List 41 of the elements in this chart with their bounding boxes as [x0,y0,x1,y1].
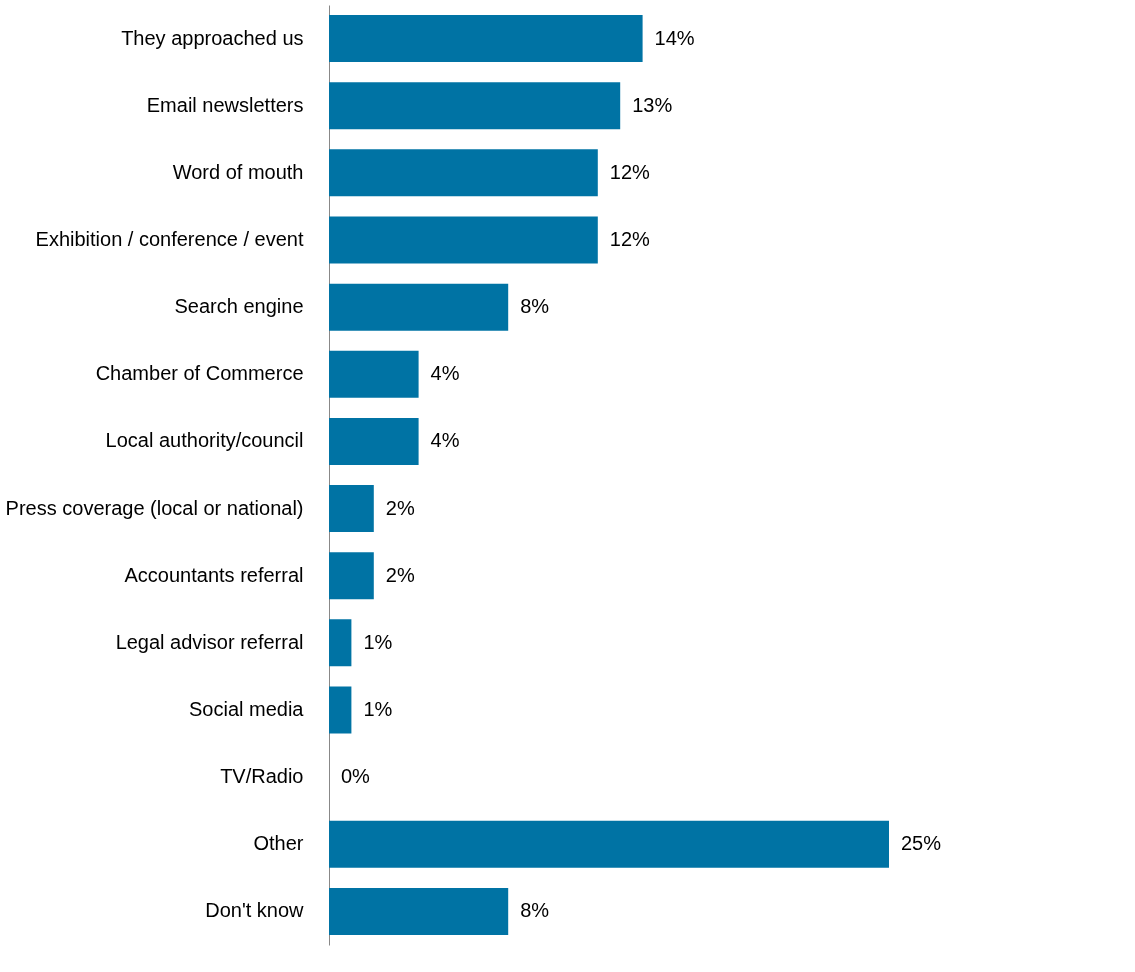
bar [329,887,509,935]
y-tick-label: Word of mouth [172,160,304,183]
data-label: 4% [430,362,460,385]
data-label: 8% [520,899,550,922]
y-tick-label: Other [253,832,304,855]
y-tick-label: Social media [188,698,305,720]
data-label: 4% [430,429,460,452]
data-label: 0% [341,765,371,788]
y-tick-label: Local authority/council [105,429,304,452]
bar [329,686,352,734]
bar [329,216,598,264]
data-label: 13% [632,93,673,116]
y-tick-label: TV/Radio [220,765,304,788]
y-tick-label: Accountants referral [124,563,304,586]
bar [329,350,419,398]
data-label: 14% [654,26,695,49]
data-label: 2% [385,496,415,519]
bar [329,82,621,130]
y-tick-label: Email newsletters [146,93,304,116]
bar [329,283,509,331]
y-tick-label: Press coverage (local or national) [5,496,304,519]
bar [329,820,889,868]
y-tick-label: Exhibition / conference / event [35,228,304,250]
data-label: 25% [901,832,942,855]
y-tick-label: Don't know [205,899,305,922]
data-label: 12% [609,228,651,250]
bar [329,485,374,533]
bar [329,149,598,197]
data-label: 2% [385,563,415,586]
y-tick-label: Search engine [174,295,304,318]
y-tick-label: Chamber of Commerce [95,362,304,385]
data-label: 1% [363,630,393,653]
bar [329,552,374,600]
data-label: 12% [609,160,651,183]
bar [329,619,352,667]
y-tick-label: Legal advisor referral [115,630,304,653]
data-label: 1% [363,698,393,720]
data-label: 8% [520,295,550,318]
bar [329,417,419,465]
bar [329,15,643,63]
y-tick-label: They approached us [121,26,304,49]
